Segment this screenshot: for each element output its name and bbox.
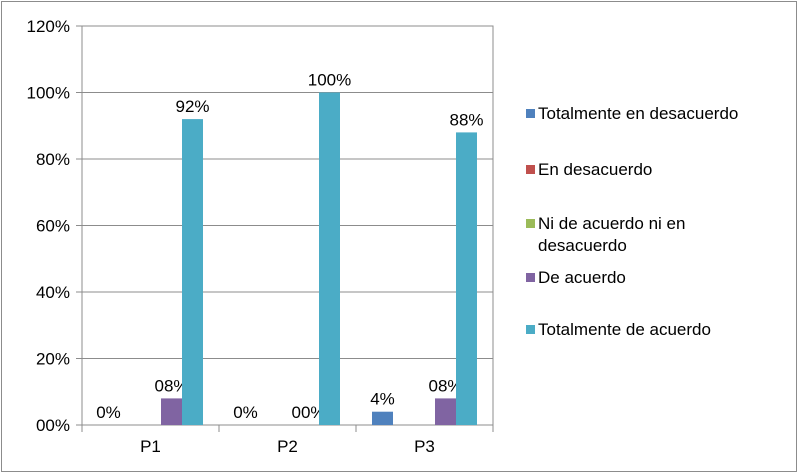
legend-entry: En desacuerdo <box>538 160 652 179</box>
y-tick-label: 00% <box>36 416 70 435</box>
bar <box>372 411 393 425</box>
legend-swatch <box>526 109 535 118</box>
legend-entry: Totalmente de acuerdo <box>538 320 711 339</box>
data-label: 0% <box>233 403 258 422</box>
y-tick-label: 80% <box>36 150 70 169</box>
y-tick-label: 60% <box>36 217 70 236</box>
y-tick-label: 100% <box>27 84 70 103</box>
legend-entry: desacuerdo <box>538 236 627 255</box>
data-label: 100% <box>308 71 351 90</box>
y-tick-label: 120% <box>27 17 70 36</box>
data-label: 00% <box>291 403 325 422</box>
x-tick-label: P2 <box>277 437 298 456</box>
x-tick-label: P3 <box>414 437 435 456</box>
y-tick-label: 40% <box>36 283 70 302</box>
legend-swatch <box>526 273 535 282</box>
bar <box>319 92 340 425</box>
data-label: 08% <box>428 376 462 395</box>
x-tick-label: P1 <box>140 437 161 456</box>
legend-swatch <box>526 325 535 334</box>
bar <box>435 398 456 425</box>
y-tick-label: 20% <box>36 350 70 369</box>
data-label: 88% <box>449 110 483 129</box>
legend-swatch <box>526 219 535 228</box>
data-label: 4% <box>370 390 395 409</box>
data-label: 0% <box>96 403 121 422</box>
legend-entry: Ni de acuerdo ni en <box>538 214 685 233</box>
data-label: 92% <box>175 97 209 116</box>
legend-swatch <box>526 165 535 174</box>
data-label: 08% <box>154 376 188 395</box>
bar <box>456 132 477 425</box>
bar <box>161 398 182 425</box>
legend-entry: De acuerdo <box>538 268 626 287</box>
bar <box>182 119 203 425</box>
legend-entry: Totalmente en desacuerdo <box>538 104 738 123</box>
